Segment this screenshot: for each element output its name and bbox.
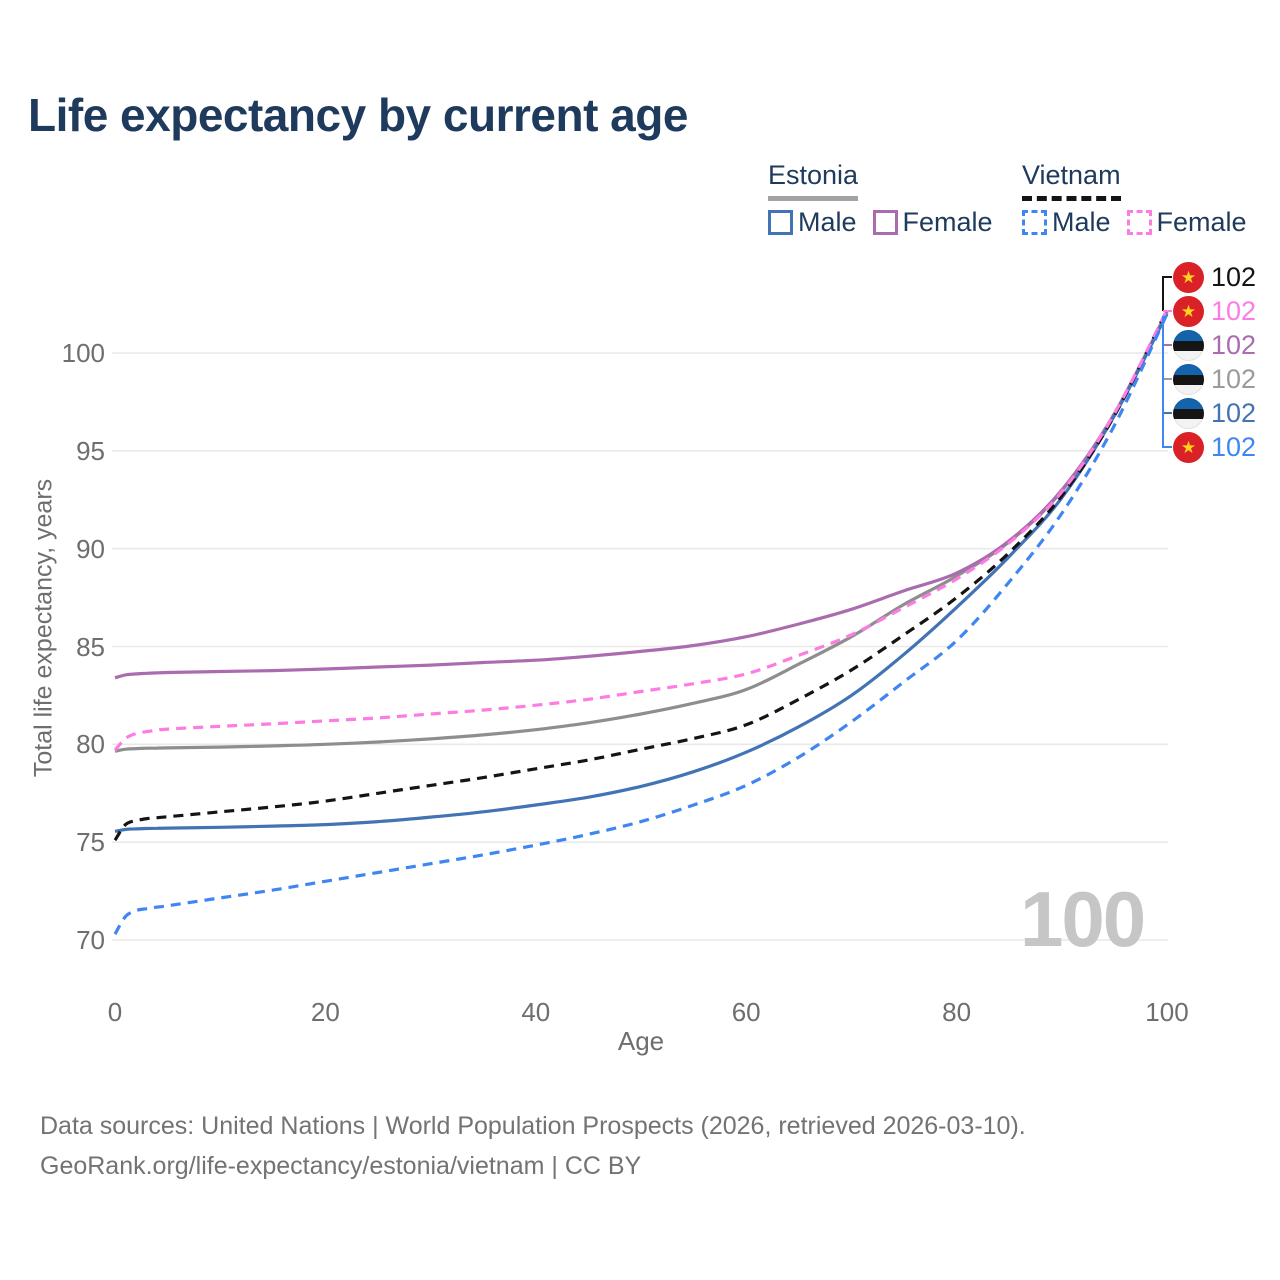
legend-country-vietnam[interactable]: Vietnam xyxy=(1022,160,1121,201)
legend-country-estonia[interactable]: Estonia xyxy=(768,160,859,201)
legend-row-vietnam: Male Female xyxy=(1022,207,1247,238)
series-line-estonia-female[interactable] xyxy=(114,311,1169,680)
y-tick-label: 80 xyxy=(76,729,105,760)
legend-label-vietnam-female[interactable]: Female xyxy=(1156,207,1247,237)
series-line-estonia[interactable] xyxy=(114,311,1169,753)
legend-label-estonia-male[interactable]: Male xyxy=(798,207,857,237)
y-tick-label: 75 xyxy=(76,827,105,858)
footer: Data sources: United Nations | World Pop… xyxy=(40,1106,1026,1186)
legend-row-estonia: Male Female xyxy=(768,207,993,238)
series-line-vietnam-female[interactable] xyxy=(113,309,1169,752)
legend-swatch-vietnam-male[interactable] xyxy=(1022,210,1047,235)
footer-sources-line: Data sources: United Nations | World Pop… xyxy=(40,1112,1026,1140)
x-tick-label: 0 xyxy=(107,997,123,1027)
y-axis-title: Total life expectancy, years xyxy=(29,478,58,778)
legend-swatch-estonia-female[interactable] xyxy=(872,210,898,235)
x-tick-label: 20 xyxy=(310,997,340,1027)
vietnam-flag-icon xyxy=(1173,295,1204,327)
legend-swatch-vietnam-female[interactable] xyxy=(1126,210,1152,235)
legend-group-vietnam: Vietnam Male Female xyxy=(1022,160,1247,238)
footer-link-line: GeoRank.org/life-expectancy/estonia/viet… xyxy=(40,1152,642,1180)
y-tick-label: 100 xyxy=(61,338,105,368)
series-line-vietnam-male[interactable] xyxy=(113,313,1169,935)
series-line-estonia-male[interactable] xyxy=(114,313,1169,833)
end-label-value: 102 xyxy=(1211,364,1257,394)
legend-label-vietnam-male[interactable]: Male xyxy=(1052,207,1111,237)
estonia-flag-icon xyxy=(1173,397,1204,429)
end-label-value: 102 xyxy=(1211,398,1257,428)
series-line-vietnam[interactable] xyxy=(113,309,1169,842)
x-tick-label: 60 xyxy=(731,997,761,1027)
y-tick-label: 85 xyxy=(76,631,105,662)
legend-label-estonia-female[interactable]: Female xyxy=(902,207,993,237)
x-axis-title: Age xyxy=(617,1026,665,1056)
end-label: 102 xyxy=(1173,328,1256,362)
vietnam-flag-icon xyxy=(1173,261,1204,293)
x-tick-label: 80 xyxy=(942,997,972,1027)
y-tick-label: 90 xyxy=(76,533,105,564)
end-label-value: 102 xyxy=(1211,330,1257,360)
end-label: 102 xyxy=(1173,260,1256,294)
estonia-flag-icon xyxy=(1173,363,1204,395)
y-tick-label: 70 xyxy=(76,925,105,955)
end-label-value: 102 xyxy=(1211,262,1257,292)
end-label: 102 xyxy=(1173,294,1256,328)
x-tick-label: 40 xyxy=(521,997,551,1027)
age-watermark: 100 xyxy=(1020,875,1146,963)
end-label: 102 xyxy=(1173,430,1256,464)
page-title: Life expectancy by current age xyxy=(28,89,688,141)
end-label: 102 xyxy=(1173,396,1256,430)
vietnam-flag-icon xyxy=(1173,431,1204,463)
end-label-connector xyxy=(1162,276,1172,311)
end-label-connector xyxy=(1162,316,1172,448)
legend-group-estonia: Estonia Male Female xyxy=(768,160,993,238)
y-tick-label: 95 xyxy=(76,435,105,466)
end-label-value: 102 xyxy=(1211,296,1257,326)
legend-swatch-estonia-male[interactable] xyxy=(768,210,793,235)
end-label: 102 xyxy=(1173,362,1256,396)
end-label-value: 102 xyxy=(1211,432,1257,462)
x-tick-label: 100 xyxy=(1145,997,1189,1027)
estonia-flag-icon xyxy=(1173,329,1204,361)
